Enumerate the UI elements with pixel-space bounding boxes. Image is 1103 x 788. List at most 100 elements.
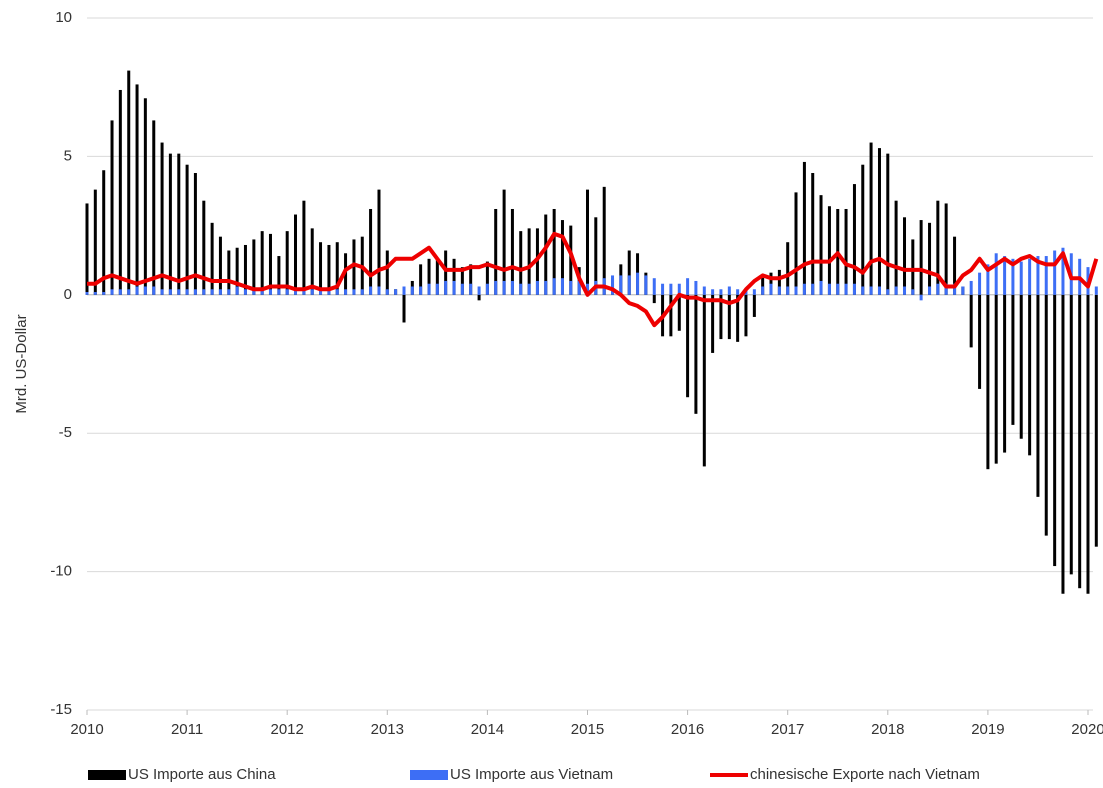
bar — [953, 283, 957, 295]
bar — [385, 289, 389, 295]
bar — [769, 283, 773, 295]
bar — [978, 294, 982, 389]
bar — [152, 120, 156, 295]
line — [87, 231, 1099, 328]
bar — [1086, 294, 1090, 594]
bar — [344, 289, 348, 295]
y-tick-label: -10 — [50, 563, 72, 580]
bar — [819, 280, 823, 295]
bar — [611, 275, 615, 295]
bar — [110, 289, 114, 295]
bar — [118, 89, 122, 295]
bar — [519, 231, 523, 295]
bar — [1078, 294, 1082, 589]
bar — [268, 233, 272, 295]
legend-swatch — [410, 770, 448, 780]
bar — [903, 217, 907, 295]
bar — [1003, 256, 1007, 295]
bar — [861, 164, 865, 295]
x-tick-label: 2010 — [70, 721, 103, 738]
bar — [761, 275, 765, 295]
bar — [527, 283, 531, 295]
bar — [852, 283, 856, 295]
bar — [986, 264, 990, 295]
bar — [560, 278, 564, 295]
bar — [944, 203, 948, 295]
bar — [160, 289, 164, 295]
bar — [210, 289, 214, 295]
bar — [928, 222, 932, 295]
bar — [502, 280, 506, 295]
bar — [1028, 294, 1032, 456]
bar — [811, 173, 815, 295]
y-tick-label: 10 — [55, 9, 72, 26]
x-tick-label: 2020 — [1071, 721, 1103, 738]
bar — [218, 289, 222, 295]
bar — [1011, 258, 1015, 295]
bar — [711, 294, 715, 353]
bar — [669, 294, 673, 337]
bar — [335, 289, 339, 295]
bar — [535, 280, 539, 295]
bar — [252, 289, 256, 295]
bar — [319, 242, 323, 295]
bar — [168, 153, 172, 295]
bar — [978, 272, 982, 295]
bar — [944, 283, 948, 295]
bar — [235, 286, 239, 295]
x-tick-label: 2017 — [771, 721, 804, 738]
bar — [903, 286, 907, 295]
x-tick-label: 2013 — [371, 721, 404, 738]
bar — [102, 292, 106, 295]
bar — [427, 283, 431, 295]
bar — [485, 261, 489, 295]
bar — [969, 280, 973, 295]
bar — [552, 278, 556, 295]
bar — [686, 278, 690, 295]
bar — [736, 289, 740, 295]
bar — [1019, 294, 1023, 439]
bar — [369, 208, 373, 295]
bar — [510, 280, 514, 295]
y-tick-label: -15 — [50, 701, 72, 718]
x-tick-label: 2018 — [871, 721, 904, 738]
bar — [1061, 247, 1065, 295]
bar — [761, 286, 765, 295]
bar — [585, 189, 589, 295]
bar — [827, 283, 831, 295]
bar — [936, 283, 940, 295]
bar — [752, 289, 756, 295]
bar — [544, 280, 548, 295]
bar — [93, 189, 97, 295]
bar — [1094, 294, 1098, 547]
bar — [894, 286, 898, 295]
bar — [152, 286, 156, 295]
bar — [294, 289, 298, 295]
bar — [811, 283, 815, 295]
bar — [185, 164, 189, 295]
bar — [260, 289, 264, 295]
bar — [827, 206, 831, 295]
bar — [894, 200, 898, 295]
bar — [102, 170, 106, 295]
bar — [519, 283, 523, 295]
bar — [861, 286, 865, 295]
bar — [936, 200, 940, 295]
y-tick-label: 5 — [64, 147, 72, 164]
bar — [569, 225, 573, 295]
y-tick-label: 0 — [64, 286, 72, 303]
bar — [802, 283, 806, 295]
bar — [594, 217, 598, 295]
bar — [627, 250, 631, 295]
bar — [444, 250, 448, 295]
bar — [502, 189, 506, 295]
x-tick-label: 2016 — [671, 721, 704, 738]
legend-swatch — [710, 773, 748, 777]
bar — [644, 275, 648, 295]
bar — [277, 256, 281, 295]
bar — [310, 289, 314, 295]
bar — [302, 289, 306, 295]
bar — [1036, 256, 1040, 295]
bar — [394, 289, 398, 295]
bar — [1061, 294, 1065, 594]
